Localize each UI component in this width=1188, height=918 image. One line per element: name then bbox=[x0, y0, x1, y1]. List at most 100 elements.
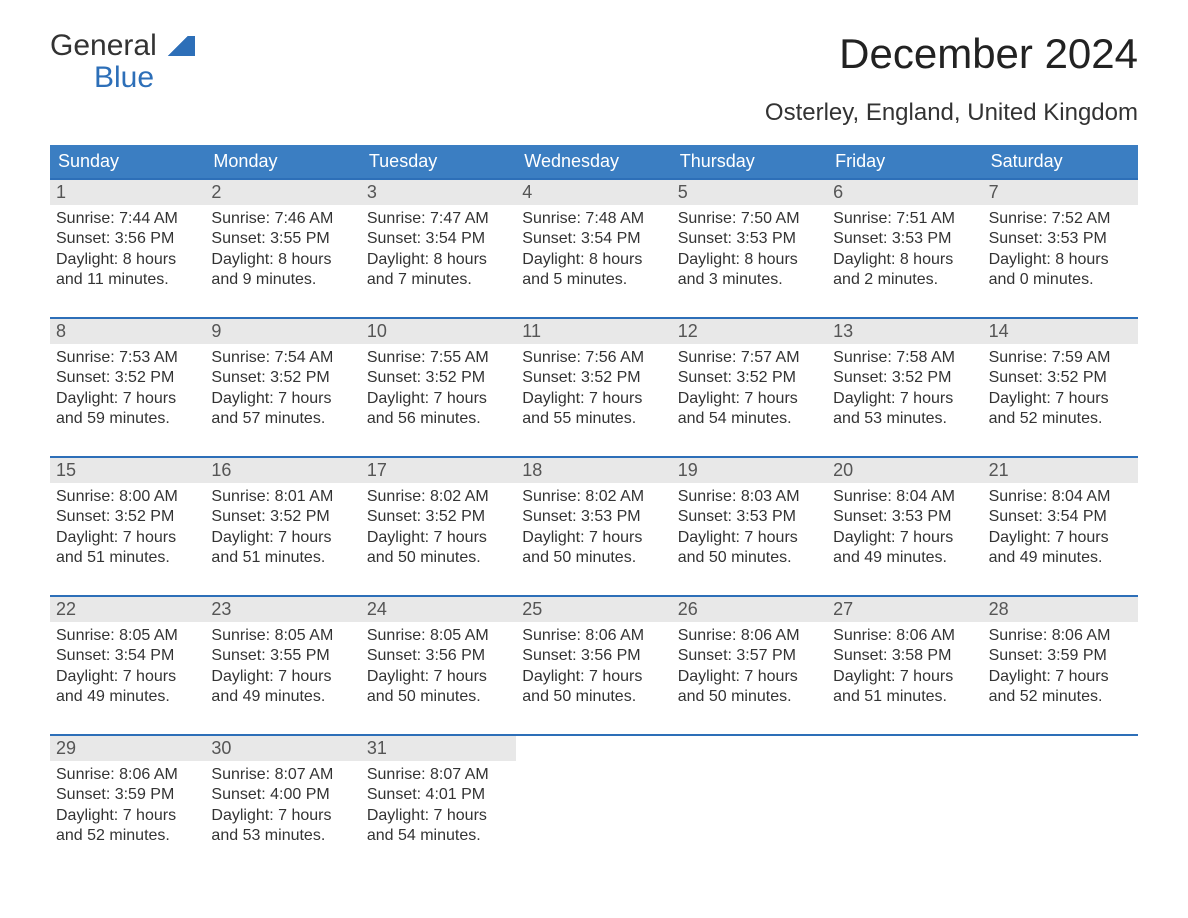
daylight-line2: and 54 minutes. bbox=[367, 826, 510, 846]
sunrise-text: Sunrise: 8:01 AM bbox=[211, 487, 354, 507]
daylight-line2: and 11 minutes. bbox=[56, 270, 199, 290]
day-number: 6 bbox=[827, 180, 982, 205]
logo-flag-icon bbox=[161, 36, 195, 56]
day-number: 1 bbox=[50, 180, 205, 205]
sunset-text: Sunset: 3:55 PM bbox=[211, 646, 354, 666]
day-number bbox=[827, 736, 982, 761]
calendar-week: 22232425262728Sunrise: 8:05 AMSunset: 3:… bbox=[50, 595, 1138, 720]
daylight-line1: Daylight: 8 hours bbox=[989, 250, 1132, 270]
sunrise-text: Sunrise: 7:48 AM bbox=[522, 209, 665, 229]
daylight-line2: and 51 minutes. bbox=[833, 687, 976, 707]
day-number: 10 bbox=[361, 319, 516, 344]
day-cell: Sunrise: 8:05 AMSunset: 3:56 PMDaylight:… bbox=[361, 622, 516, 720]
sunset-text: Sunset: 3:56 PM bbox=[56, 229, 199, 249]
sunrise-text: Sunrise: 7:57 AM bbox=[678, 348, 821, 368]
sunset-text: Sunset: 3:52 PM bbox=[678, 368, 821, 388]
daylight-line2: and 52 minutes. bbox=[989, 409, 1132, 429]
header: General Blue December 2024 bbox=[50, 30, 1138, 93]
sunset-text: Sunset: 3:53 PM bbox=[989, 229, 1132, 249]
day-number: 16 bbox=[205, 458, 360, 483]
daylight-line2: and 57 minutes. bbox=[211, 409, 354, 429]
day-of-week-cell: Sunday bbox=[50, 145, 205, 178]
daylight-line2: and 3 minutes. bbox=[678, 270, 821, 290]
daylight-line2: and 50 minutes. bbox=[367, 687, 510, 707]
day-cell: Sunrise: 7:44 AMSunset: 3:56 PMDaylight:… bbox=[50, 205, 205, 303]
sunrise-text: Sunrise: 8:02 AM bbox=[522, 487, 665, 507]
day-number: 7 bbox=[983, 180, 1138, 205]
day-of-week-cell: Tuesday bbox=[361, 145, 516, 178]
daylight-line2: and 50 minutes. bbox=[522, 548, 665, 568]
daylight-line1: Daylight: 7 hours bbox=[678, 528, 821, 548]
sunset-text: Sunset: 3:52 PM bbox=[211, 368, 354, 388]
daylight-line2: and 52 minutes. bbox=[989, 687, 1132, 707]
sunset-text: Sunset: 3:55 PM bbox=[211, 229, 354, 249]
daylight-line2: and 50 minutes. bbox=[678, 548, 821, 568]
daylight-line2: and 49 minutes. bbox=[211, 687, 354, 707]
daylight-line2: and 9 minutes. bbox=[211, 270, 354, 290]
sunrise-text: Sunrise: 7:50 AM bbox=[678, 209, 821, 229]
sunrise-text: Sunrise: 8:06 AM bbox=[833, 626, 976, 646]
daylight-line1: Daylight: 7 hours bbox=[367, 667, 510, 687]
calendar: SundayMondayTuesdayWednesdayThursdayFrid… bbox=[50, 145, 1138, 859]
sunset-text: Sunset: 3:52 PM bbox=[367, 507, 510, 527]
day-number: 23 bbox=[205, 597, 360, 622]
day-number: 27 bbox=[827, 597, 982, 622]
sunrise-text: Sunrise: 8:05 AM bbox=[56, 626, 199, 646]
day-cell: Sunrise: 7:57 AMSunset: 3:52 PMDaylight:… bbox=[672, 344, 827, 442]
day-cell: Sunrise: 7:59 AMSunset: 3:52 PMDaylight:… bbox=[983, 344, 1138, 442]
daylight-line2: and 53 minutes. bbox=[211, 826, 354, 846]
sunset-text: Sunset: 3:58 PM bbox=[833, 646, 976, 666]
sunset-text: Sunset: 3:56 PM bbox=[367, 646, 510, 666]
day-of-week-cell: Monday bbox=[205, 145, 360, 178]
day-of-week-cell: Friday bbox=[827, 145, 982, 178]
day-cell: Sunrise: 8:06 AMSunset: 3:59 PMDaylight:… bbox=[50, 761, 205, 859]
sunrise-text: Sunrise: 8:06 AM bbox=[989, 626, 1132, 646]
sunset-text: Sunset: 3:52 PM bbox=[56, 368, 199, 388]
day-cell: Sunrise: 7:58 AMSunset: 3:52 PMDaylight:… bbox=[827, 344, 982, 442]
daylight-line2: and 55 minutes. bbox=[522, 409, 665, 429]
day-cell: Sunrise: 7:55 AMSunset: 3:52 PMDaylight:… bbox=[361, 344, 516, 442]
daylight-line1: Daylight: 8 hours bbox=[678, 250, 821, 270]
day-cell: Sunrise: 8:04 AMSunset: 3:54 PMDaylight:… bbox=[983, 483, 1138, 581]
daylight-line1: Daylight: 7 hours bbox=[367, 389, 510, 409]
sunset-text: Sunset: 3:56 PM bbox=[522, 646, 665, 666]
day-number: 21 bbox=[983, 458, 1138, 483]
day-number: 18 bbox=[516, 458, 671, 483]
daylight-line1: Daylight: 7 hours bbox=[522, 528, 665, 548]
sunrise-text: Sunrise: 8:00 AM bbox=[56, 487, 199, 507]
daylight-line1: Daylight: 7 hours bbox=[367, 806, 510, 826]
day-number bbox=[983, 736, 1138, 761]
day-cell: Sunrise: 7:50 AMSunset: 3:53 PMDaylight:… bbox=[672, 205, 827, 303]
sunrise-text: Sunrise: 7:47 AM bbox=[367, 209, 510, 229]
logo-text-general: General bbox=[50, 30, 157, 62]
sunset-text: Sunset: 3:52 PM bbox=[833, 368, 976, 388]
daylight-line2: and 49 minutes. bbox=[833, 548, 976, 568]
daylight-line1: Daylight: 8 hours bbox=[833, 250, 976, 270]
sunset-text: Sunset: 3:53 PM bbox=[522, 507, 665, 527]
daylight-line1: Daylight: 7 hours bbox=[833, 667, 976, 687]
sunrise-text: Sunrise: 7:46 AM bbox=[211, 209, 354, 229]
sunset-text: Sunset: 3:52 PM bbox=[989, 368, 1132, 388]
sunset-text: Sunset: 4:00 PM bbox=[211, 785, 354, 805]
sunrise-text: Sunrise: 7:54 AM bbox=[211, 348, 354, 368]
daylight-line2: and 2 minutes. bbox=[833, 270, 976, 290]
sunset-text: Sunset: 3:53 PM bbox=[678, 507, 821, 527]
calendar-week: 15161718192021Sunrise: 8:00 AMSunset: 3:… bbox=[50, 456, 1138, 581]
daylight-line1: Daylight: 7 hours bbox=[678, 389, 821, 409]
day-number: 30 bbox=[205, 736, 360, 761]
sunrise-text: Sunrise: 7:52 AM bbox=[989, 209, 1132, 229]
daylight-line1: Daylight: 7 hours bbox=[522, 667, 665, 687]
day-number: 13 bbox=[827, 319, 982, 344]
daylight-line2: and 53 minutes. bbox=[833, 409, 976, 429]
daylight-line1: Daylight: 7 hours bbox=[989, 528, 1132, 548]
sunrise-text: Sunrise: 8:05 AM bbox=[367, 626, 510, 646]
day-number: 28 bbox=[983, 597, 1138, 622]
sunset-text: Sunset: 3:52 PM bbox=[367, 368, 510, 388]
calendar-week: 891011121314Sunrise: 7:53 AMSunset: 3:52… bbox=[50, 317, 1138, 442]
sunrise-text: Sunrise: 7:51 AM bbox=[833, 209, 976, 229]
sunset-text: Sunset: 3:59 PM bbox=[989, 646, 1132, 666]
daylight-line1: Daylight: 7 hours bbox=[678, 667, 821, 687]
day-cell: Sunrise: 8:00 AMSunset: 3:52 PMDaylight:… bbox=[50, 483, 205, 581]
sunrise-text: Sunrise: 8:06 AM bbox=[522, 626, 665, 646]
sunset-text: Sunset: 3:53 PM bbox=[833, 507, 976, 527]
